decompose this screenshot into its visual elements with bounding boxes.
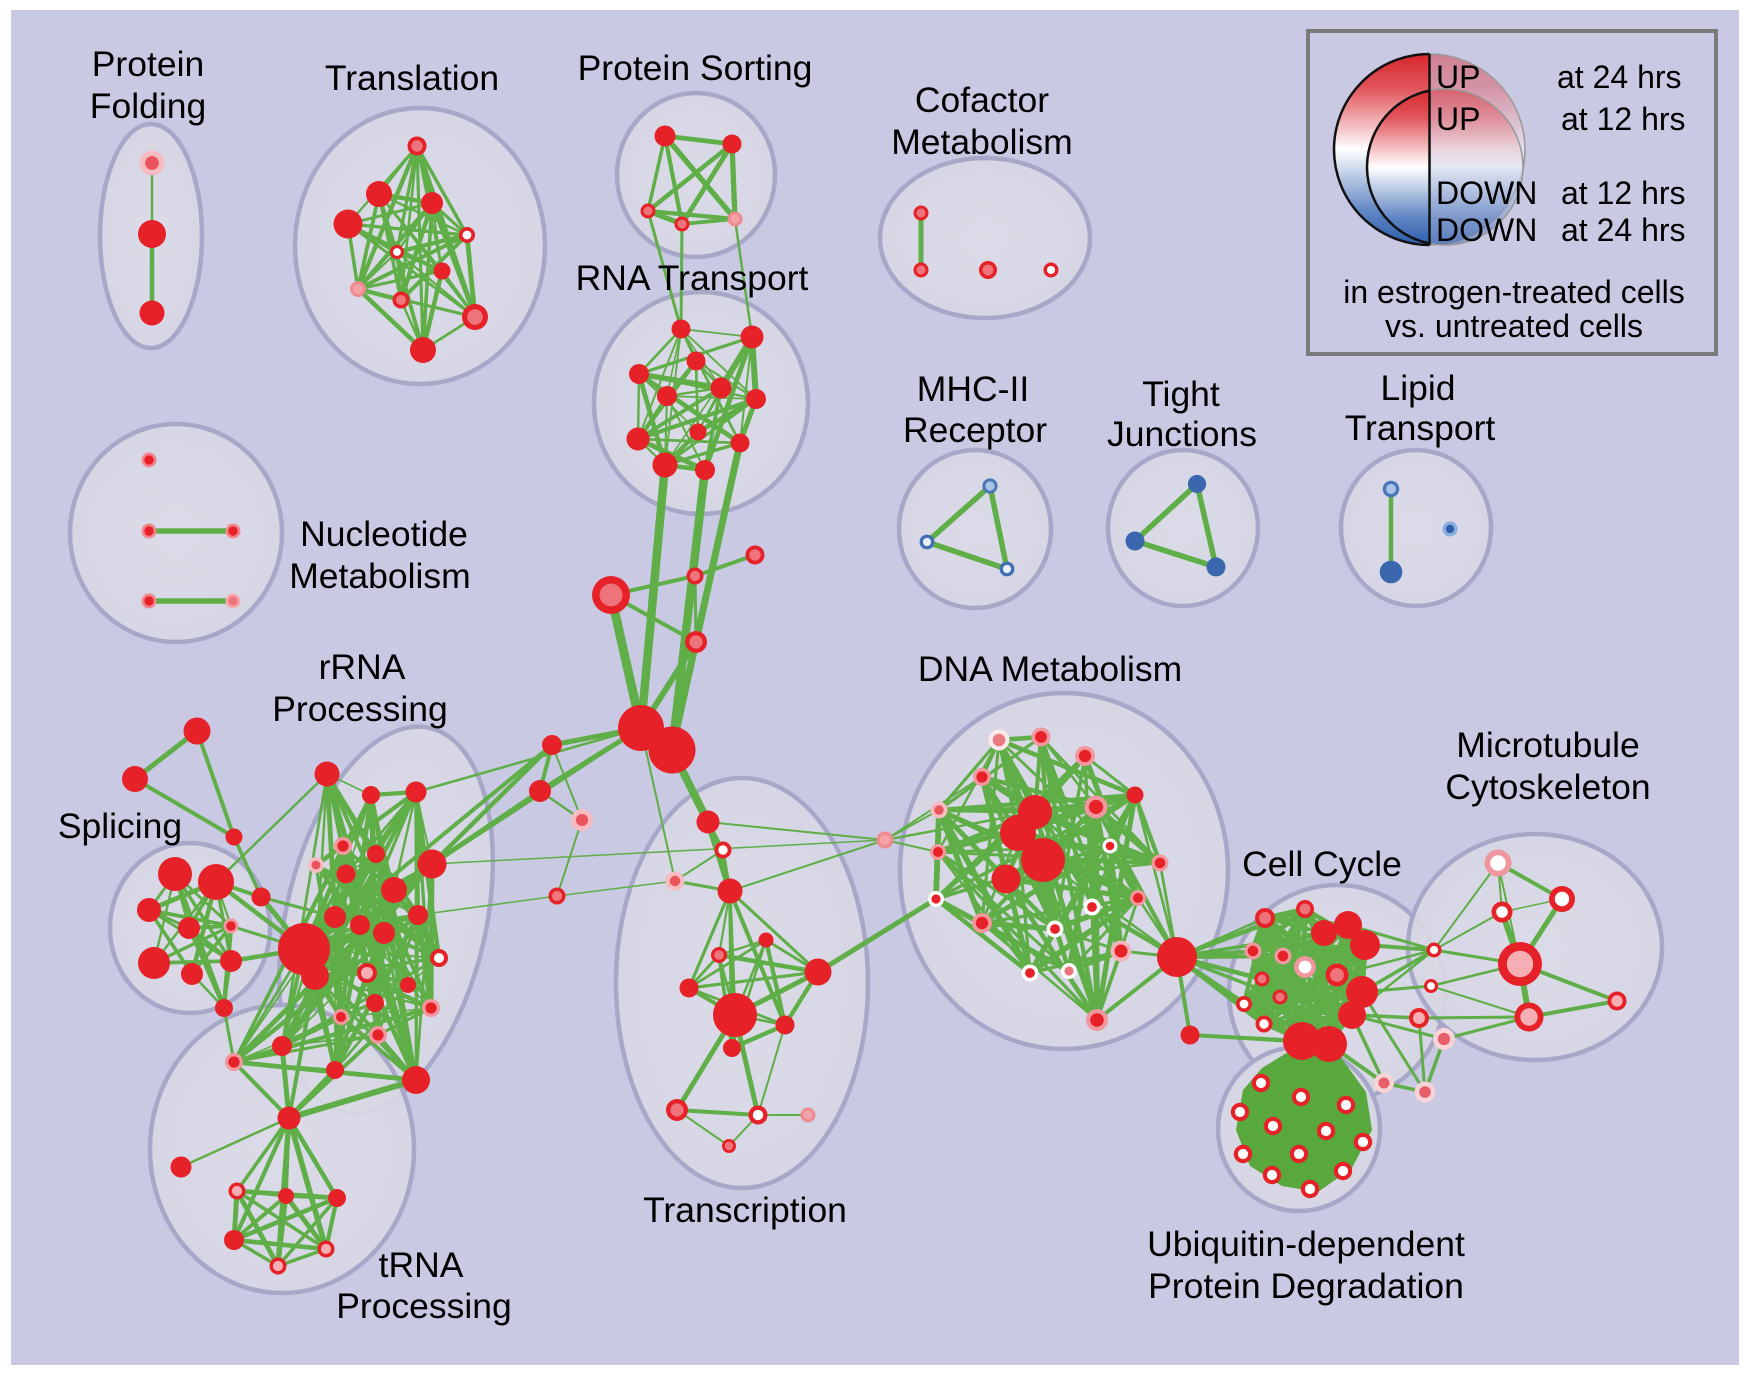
svg-text:UP: UP bbox=[1436, 101, 1480, 137]
svg-text:rRNA: rRNA bbox=[319, 647, 406, 687]
svg-text:Translation: Translation bbox=[325, 58, 499, 98]
svg-text:Transport: Transport bbox=[1345, 408, 1496, 448]
svg-text:MHC-II: MHC-II bbox=[917, 369, 1029, 409]
svg-text:Cytoskeleton: Cytoskeleton bbox=[1445, 767, 1650, 807]
svg-text:DOWN: DOWN bbox=[1436, 175, 1537, 211]
svg-text:Microtubule: Microtubule bbox=[1456, 725, 1640, 765]
svg-text:vs. untreated cells: vs. untreated cells bbox=[1385, 308, 1643, 344]
svg-text:Lipid: Lipid bbox=[1380, 368, 1455, 408]
svg-text:Tight: Tight bbox=[1142, 374, 1220, 414]
svg-text:Receptor: Receptor bbox=[903, 410, 1047, 450]
svg-text:Nucleotide: Nucleotide bbox=[300, 514, 468, 554]
svg-text:DNA Metabolism: DNA Metabolism bbox=[918, 649, 1182, 689]
svg-text:Protein Sorting: Protein Sorting bbox=[578, 48, 813, 88]
svg-text:Splicing: Splicing bbox=[58, 806, 182, 846]
svg-text:Metabolism: Metabolism bbox=[289, 556, 471, 596]
svg-text:Cell Cycle: Cell Cycle bbox=[1242, 844, 1402, 884]
svg-text:Processing: Processing bbox=[336, 1286, 512, 1326]
svg-text:Protein Degradation: Protein Degradation bbox=[1148, 1266, 1464, 1306]
svg-text:at 12 hrs: at 12 hrs bbox=[1561, 101, 1686, 137]
svg-text:at 12 hrs: at 12 hrs bbox=[1561, 175, 1686, 211]
svg-text:UP: UP bbox=[1436, 59, 1480, 95]
svg-text:RNA Transport: RNA Transport bbox=[576, 258, 809, 298]
svg-text:Ubiquitin-dependent: Ubiquitin-dependent bbox=[1147, 1224, 1465, 1264]
svg-text:tRNA: tRNA bbox=[379, 1245, 464, 1285]
svg-text:in estrogen-treated cells: in estrogen-treated cells bbox=[1343, 274, 1685, 310]
svg-text:DOWN: DOWN bbox=[1436, 212, 1537, 248]
svg-text:Protein: Protein bbox=[92, 44, 204, 84]
svg-text:Metabolism: Metabolism bbox=[891, 122, 1073, 162]
svg-text:Transcription: Transcription bbox=[643, 1190, 847, 1230]
svg-text:Folding: Folding bbox=[90, 86, 206, 126]
svg-text:at 24 hrs: at 24 hrs bbox=[1557, 59, 1682, 95]
svg-text:Cofactor: Cofactor bbox=[915, 80, 1049, 120]
svg-text:at 24 hrs: at 24 hrs bbox=[1561, 212, 1686, 248]
svg-text:Processing: Processing bbox=[272, 689, 448, 729]
svg-text:Junctions: Junctions bbox=[1107, 414, 1257, 454]
